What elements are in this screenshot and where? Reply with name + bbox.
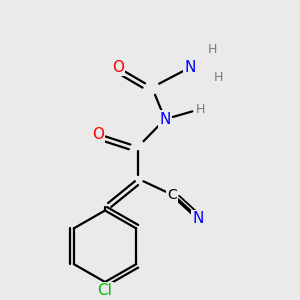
Text: Cl: Cl — [98, 284, 112, 298]
Text: O: O — [92, 127, 104, 142]
Text: O: O — [112, 60, 124, 75]
Text: N: N — [184, 60, 196, 75]
Text: H: H — [195, 103, 205, 116]
Text: H: H — [207, 43, 217, 56]
Text: N: N — [192, 211, 204, 226]
Text: N: N — [159, 112, 171, 127]
Text: H: H — [213, 71, 223, 84]
Text: C: C — [167, 188, 177, 202]
